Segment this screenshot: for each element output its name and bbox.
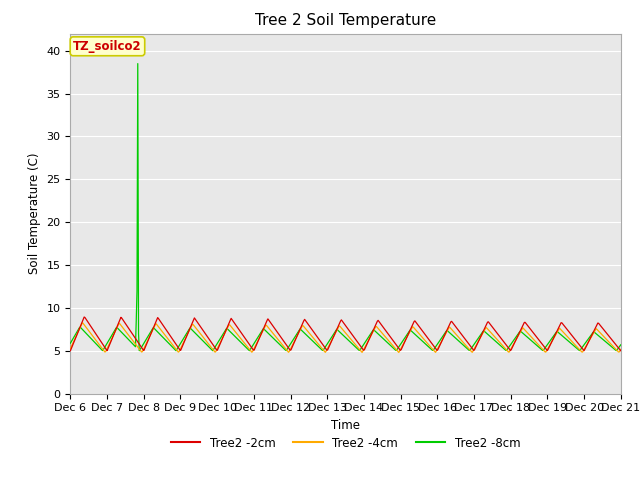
Title: Tree 2 Soil Temperature: Tree 2 Soil Temperature	[255, 13, 436, 28]
Y-axis label: Soil Temperature (C): Soil Temperature (C)	[28, 153, 41, 275]
Text: TZ_soilco2: TZ_soilco2	[73, 40, 142, 53]
X-axis label: Time: Time	[331, 419, 360, 432]
Legend: Tree2 -2cm, Tree2 -4cm, Tree2 -8cm: Tree2 -2cm, Tree2 -4cm, Tree2 -8cm	[166, 432, 525, 454]
